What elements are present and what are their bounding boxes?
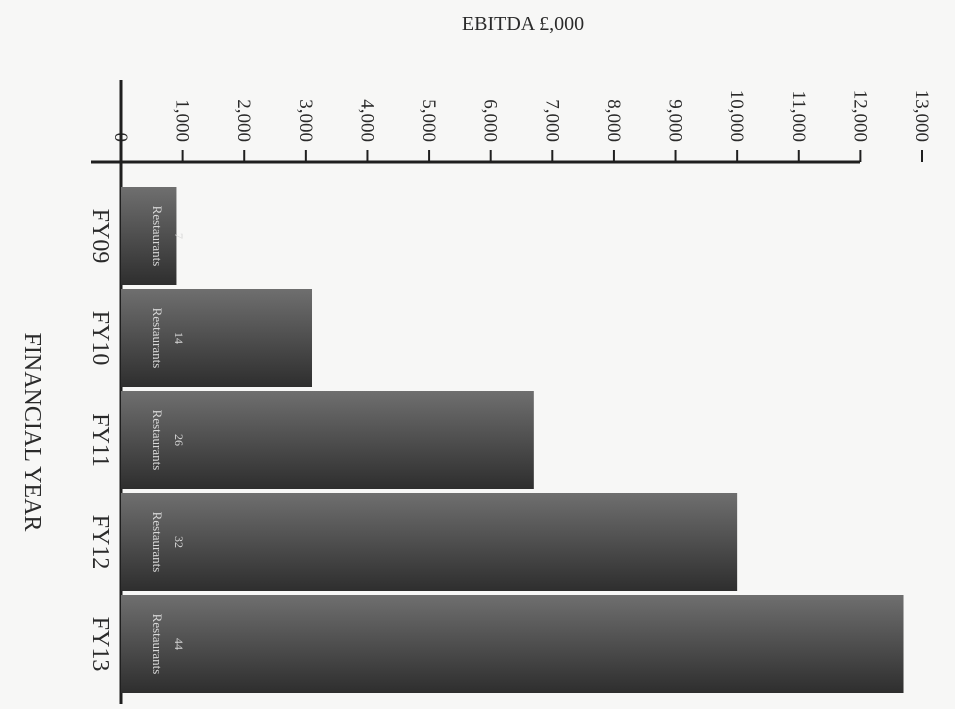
bar-fy10	[121, 289, 313, 387]
bar-count-label: 32	[172, 536, 186, 548]
bar-fy12	[120, 493, 738, 591]
x-tick-label: FY11	[87, 413, 113, 467]
y-tick-label: 6,000	[480, 99, 501, 142]
y-tick-label: 7,000	[541, 99, 562, 142]
bar-unit-label: Restaurants	[150, 206, 165, 267]
x-tick-label: FY09	[87, 209, 113, 264]
y-axis-title: EBITDA £,000	[462, 13, 584, 35]
bar-unit-label: Restaurants	[150, 512, 165, 573]
bar-fy09	[121, 187, 177, 285]
bar-unit-label: Restaurants	[150, 308, 165, 369]
y-tick-label: 8,000	[603, 99, 624, 142]
y-tick-label: 9,000	[665, 99, 686, 142]
bar-fy11	[121, 391, 534, 489]
x-tick-label: FY13	[87, 617, 113, 672]
bar-unit-label: Restaurants	[150, 410, 165, 471]
y-tick-label: 5,000	[418, 99, 439, 142]
y-tick-label: 4,000	[356, 99, 377, 142]
y-tick-label: 12,000	[849, 90, 870, 142]
x-tick-label: FY12	[87, 515, 113, 570]
y-tick-label: 3,000	[295, 99, 316, 142]
y-tick-label: 10,000	[726, 90, 747, 142]
y-tick-label: 2,000	[233, 99, 254, 142]
y-tick-label: 11,000	[788, 90, 809, 142]
y-tick-label: 13,000	[911, 90, 932, 142]
bar-unit-label: Restaurants	[150, 614, 165, 675]
bar-count-label: 7	[172, 233, 186, 239]
x-tick-label: FY10	[87, 311, 113, 366]
x-axis-title: FINANCIAL YEAR	[19, 333, 45, 532]
bar-count-label: 44	[172, 638, 186, 650]
bar-fy13	[121, 595, 904, 693]
y-tick-label: 1,000	[172, 99, 193, 142]
bar-count-label: 26	[172, 434, 186, 446]
bar-count-label: 14	[172, 332, 186, 344]
